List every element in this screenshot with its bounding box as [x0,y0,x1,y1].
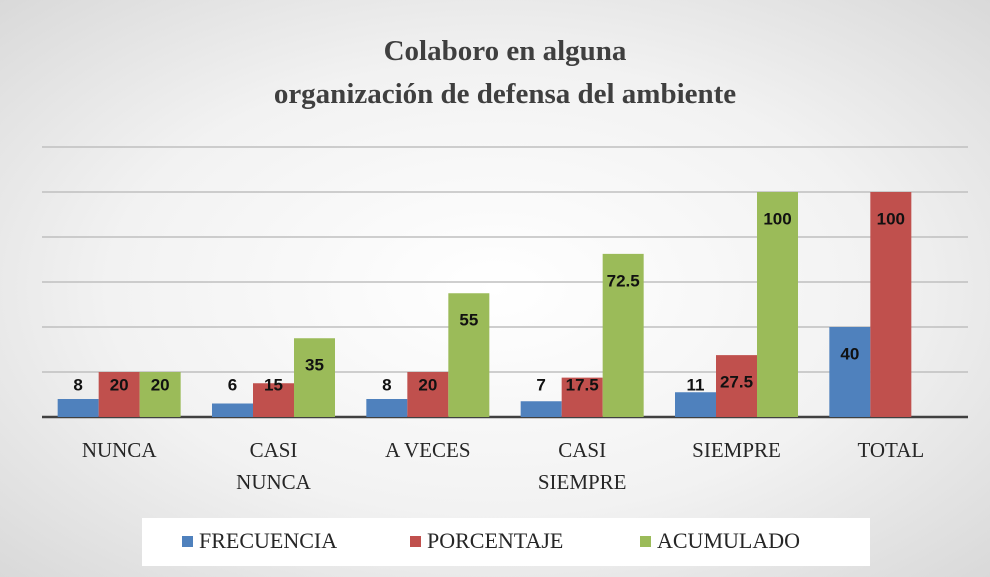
chart-title: Colaboro en alguna [384,35,627,67]
bar [139,372,181,417]
data-label: 15 [264,375,283,394]
legend-swatch [410,536,421,547]
legend-label: PORCENTAJE [427,528,563,553]
data-label: 55 [459,311,478,330]
bar [98,372,140,417]
bar [407,372,449,417]
legend-label: ACUMULADO [657,528,800,553]
x-tick-label: CASI SIEMPRE [537,438,627,494]
data-label: 6 [228,375,237,394]
bar [716,355,757,417]
bar [561,377,603,417]
data-label: 20 [151,375,170,394]
data-label: 17.5 [566,375,599,394]
bar [675,392,716,417]
x-tick-label: SIEMPRE [692,438,781,462]
legend-swatch [640,536,651,547]
data-label: 100 [877,209,905,228]
chart-title: organización de defensa del ambiente [274,78,736,110]
legend-box [142,518,870,566]
data-label: 7 [536,375,545,394]
bar [366,399,408,417]
data-label: 100 [763,209,791,228]
bar [757,192,798,417]
bar [602,253,644,417]
bar [57,399,99,417]
x-tick-label: CASI NUNCA [236,438,311,494]
bar [520,401,562,417]
x-tick-label: TOTAL [857,438,925,462]
bar [448,293,490,417]
data-label: 27.5 [720,373,753,392]
bar [870,192,912,417]
x-tick-label: NUNCA [81,438,157,462]
legend-label: FRECUENCIA [199,528,337,553]
data-label: 20 [110,375,129,394]
data-label: 72.5 [607,271,640,290]
x-tick-label: A VECES [385,438,471,462]
bar [829,327,871,417]
legend-swatch [182,536,193,547]
data-label: 35 [305,356,324,375]
bar [253,383,294,417]
bar [212,403,253,417]
data-label: 11 [687,375,705,394]
data-label: 8 [382,375,391,394]
data-label: 8 [73,375,82,394]
data-label: 20 [418,375,437,394]
bar [294,338,335,417]
data-label: 40 [840,344,859,363]
